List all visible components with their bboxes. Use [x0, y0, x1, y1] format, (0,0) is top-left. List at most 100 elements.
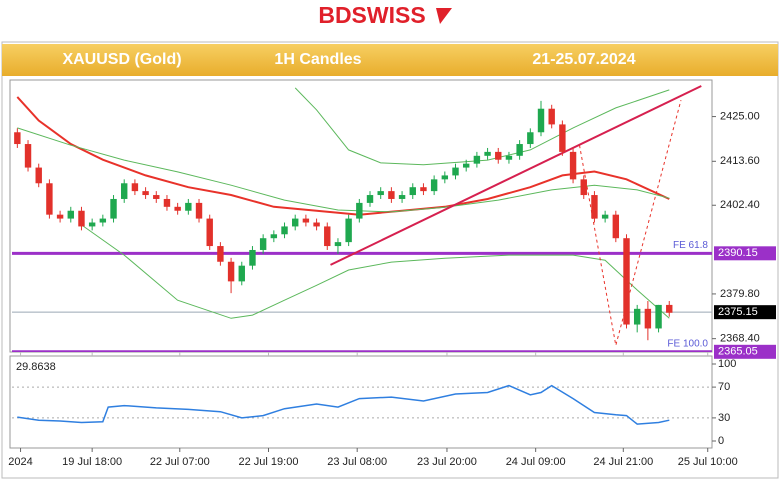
candle-body — [313, 222, 320, 227]
candle-body — [195, 202, 203, 219]
candle-body — [24, 144, 32, 168]
candle-body — [366, 195, 374, 203]
logo-mark — [436, 8, 452, 24]
level-label-box — [714, 344, 776, 359]
x-tick-label: 24 Jul 21:00 — [593, 456, 653, 468]
candle-body — [174, 206, 181, 211]
rsi-tick-label: 30 — [718, 412, 730, 424]
candle-body — [601, 214, 609, 219]
rsi-panel — [9, 355, 713, 449]
level-label-box — [714, 305, 776, 320]
x-tick-label: 24 Jul 09:00 — [506, 456, 566, 468]
candle-body — [334, 242, 342, 247]
candle-body — [67, 210, 74, 219]
candle-body — [569, 151, 577, 180]
frame — [1, 41, 779, 479]
overlay-line — [330, 85, 702, 266]
y-tick-label: 2368.40 — [720, 333, 760, 345]
candle-body — [644, 308, 652, 329]
candle-body — [559, 124, 566, 152]
candle-body — [292, 218, 299, 227]
candle-body — [142, 191, 149, 196]
candle-body — [153, 195, 160, 199]
candle-body — [110, 198, 117, 219]
candle-body — [56, 214, 64, 219]
level-label: 2365.05 — [718, 346, 758, 358]
y-tick-label: 2402.40 — [720, 199, 760, 211]
candle-body — [324, 226, 331, 247]
fib-note: FE 100.0 — [667, 338, 708, 349]
candle-body — [259, 238, 267, 250]
y-tick-label: 2413.60 — [720, 155, 760, 167]
candle-body — [441, 175, 449, 180]
candle-body — [633, 308, 641, 325]
candle-body — [527, 132, 534, 145]
x-tick-label: 19 Jul 18:00 — [62, 456, 122, 468]
candle-body — [238, 265, 245, 282]
candle-body — [473, 155, 481, 164]
overlay-line — [81, 224, 670, 319]
candle-body — [206, 218, 213, 247]
candle-body — [591, 195, 598, 219]
candle-body — [356, 202, 363, 219]
candle-body — [495, 151, 502, 160]
rsi-tick-label: 70 — [718, 381, 730, 393]
rsi-tick-label: 100 — [718, 358, 736, 370]
x-tick-label: 22 Jul 19:00 — [239, 456, 299, 468]
axis-layer: 2425.00 2413.60 2402.40 2379.80 2368.40 2024 1… — [8, 110, 776, 468]
candle-body — [580, 179, 587, 196]
candle-body — [131, 183, 139, 192]
candle-body — [35, 167, 42, 184]
candle-body — [377, 191, 384, 196]
x-tick-label: 25 Jul 10:00 — [678, 456, 738, 468]
x-tick-label: 2024 — [8, 456, 32, 468]
rsi-line — [17, 384, 670, 425]
candle-body — [430, 179, 438, 192]
candle-body — [99, 218, 107, 223]
candle-body — [88, 222, 96, 227]
candle-body — [484, 151, 491, 156]
candle-body — [78, 210, 85, 227]
candle-body — [409, 187, 416, 196]
overlay-line — [294, 87, 670, 166]
candle-body — [548, 108, 555, 125]
overlay-line — [17, 127, 670, 213]
header-dates: 21-25.07.2024 — [532, 51, 635, 68]
candle-body — [388, 191, 395, 199]
candle-body — [537, 108, 545, 133]
header-symbol: XAUUSD (Gold) — [62, 51, 181, 68]
header-bar — [2, 44, 778, 76]
x-tick-label: 22 Jul 07:00 — [150, 456, 210, 468]
candle-body — [420, 187, 427, 192]
candle-body — [46, 183, 53, 215]
candle-body — [270, 234, 278, 239]
level-label: 2390.15 — [718, 247, 758, 259]
candle-body — [623, 238, 630, 325]
level-label-box — [714, 246, 776, 261]
price-layer — [12, 85, 712, 352]
candle-body — [505, 155, 513, 160]
candle-body — [217, 246, 224, 262]
candle-body — [655, 304, 662, 329]
candle-body — [14, 132, 21, 145]
x-tick-label: 23 Jul 08:00 — [327, 456, 387, 468]
header-timeframe: 1H Candles — [274, 51, 361, 68]
candle-body — [281, 226, 288, 235]
candle-body — [185, 202, 192, 211]
candle-body — [612, 214, 620, 239]
overlay-line — [16, 96, 670, 216]
candle-body — [121, 183, 128, 199]
fib-note: FE 61.8 — [673, 240, 708, 251]
rsi-tick-label: 0 — [718, 435, 724, 447]
candle-body — [452, 167, 459, 176]
rsi-value-label: 29.8638 — [16, 361, 56, 373]
candle-body — [462, 163, 470, 168]
candle-body — [666, 304, 673, 313]
brand-logo: BDSWISS — [318, 2, 425, 28]
candle-body — [249, 249, 256, 266]
candle-body — [227, 261, 235, 282]
x-tick-label: 23 Jul 20:00 — [417, 456, 477, 468]
candle-body — [345, 218, 352, 243]
candle-body — [398, 195, 406, 199]
